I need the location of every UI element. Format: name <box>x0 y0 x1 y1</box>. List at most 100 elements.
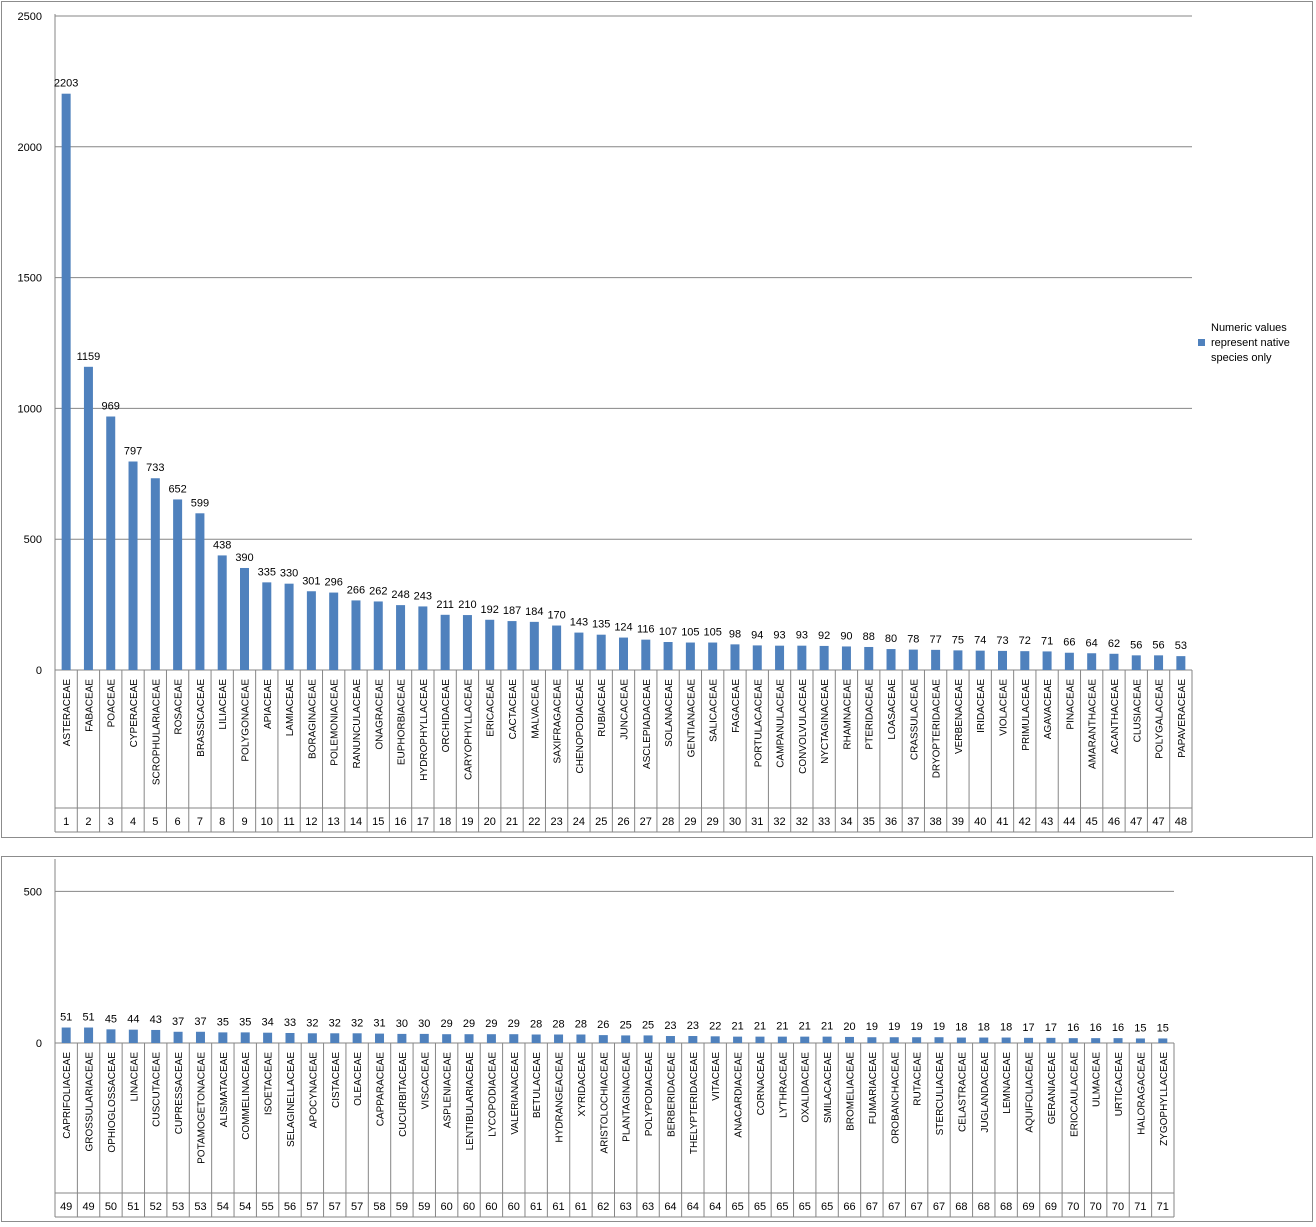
data-label: 21 <box>776 1021 788 1033</box>
rank-label: 68 <box>978 1201 990 1213</box>
rank-label: 60 <box>485 1201 497 1213</box>
category-label: CONVOLVULACEAE <box>798 679 809 774</box>
bar <box>797 645 807 670</box>
rank-label: 60 <box>508 1201 520 1213</box>
rank-label: 63 <box>620 1201 632 1213</box>
data-label: 25 <box>642 1019 654 1031</box>
data-label: 262 <box>369 585 387 597</box>
category-label: EUPHORBIACEAE <box>397 679 408 765</box>
data-label: 248 <box>391 589 409 601</box>
bar <box>173 1031 183 1043</box>
rank-label: 28 <box>662 816 674 828</box>
rank-label: 69 <box>1045 1201 1057 1213</box>
bar <box>908 649 918 670</box>
rank-label: 63 <box>642 1201 654 1213</box>
category-label: PORTULACACEAE <box>753 679 764 768</box>
rank-label: 67 <box>866 1201 878 1213</box>
data-label: 19 <box>866 1021 878 1033</box>
rank-label: 16 <box>394 816 406 828</box>
category-label: PTERIDACEAE <box>865 679 876 750</box>
category-label: BORAGINACEAE <box>307 679 318 759</box>
rank-label: 5 <box>152 816 158 828</box>
data-label: 32 <box>351 1017 363 1029</box>
data-label: 37 <box>172 1016 184 1028</box>
rank-label: 52 <box>150 1201 162 1213</box>
data-label: 77 <box>929 634 941 646</box>
category-label: ORCHIDACEAE <box>441 679 452 753</box>
rank-label: 29 <box>707 816 719 828</box>
bar <box>1042 651 1052 670</box>
category-label: CUSCUTACEAE <box>152 1052 163 1127</box>
rank-label: 58 <box>373 1201 385 1213</box>
category-label: BROMELIACEAE <box>845 1052 856 1131</box>
bar <box>819 645 829 670</box>
data-label: 98 <box>729 628 741 640</box>
bar <box>151 1029 161 1043</box>
bar <box>396 605 406 670</box>
category-label: POTAMOGETONACEAE <box>196 1052 207 1164</box>
data-label: 599 <box>191 497 209 509</box>
category-label: AMARANTHACEAE <box>1088 679 1099 769</box>
category-label: ONAGRACEAE <box>374 679 385 750</box>
bar <box>352 1033 362 1043</box>
data-label: 187 <box>503 605 521 617</box>
data-label: 93 <box>796 630 808 642</box>
bar <box>61 1027 71 1043</box>
rank-label: 69 <box>1022 1201 1034 1213</box>
bar <box>240 567 249 670</box>
data-label: 21 <box>821 1021 833 1033</box>
category-label: VITACEAE <box>711 1052 722 1101</box>
category-label: XYRIDACEAE <box>577 1052 588 1117</box>
data-label: 301 <box>302 575 320 587</box>
rank-label: 27 <box>640 816 652 828</box>
data-label: 88 <box>863 631 875 643</box>
data-label: 192 <box>481 604 499 616</box>
category-label: LINACEAE <box>129 1052 140 1102</box>
bar <box>733 1036 743 1043</box>
bar <box>998 650 1007 670</box>
data-label: 16 <box>1067 1022 1079 1034</box>
category-label: ULMACEAE <box>1092 1052 1103 1107</box>
bar <box>979 1037 989 1043</box>
data-label: 18 <box>1000 1022 1012 1034</box>
category-label: HALORAGACEAE <box>1136 1052 1147 1135</box>
legend-swatch <box>1198 339 1205 346</box>
data-label: 105 <box>681 627 699 639</box>
data-label: 19 <box>933 1021 945 1033</box>
bar <box>531 1034 541 1043</box>
bar <box>83 366 93 670</box>
category-label: STERCULIACEAE <box>935 1052 946 1136</box>
bar <box>931 649 941 670</box>
rank-label: 26 <box>617 816 629 828</box>
rank-label: 51 <box>127 1201 139 1213</box>
category-label: OROBANCHACEAE <box>890 1052 901 1144</box>
data-label: 969 <box>102 401 120 413</box>
category-label: CLUSIACEAE <box>1132 679 1143 743</box>
bar <box>643 1035 653 1043</box>
rank-label: 65 <box>776 1201 788 1213</box>
data-label: 32 <box>306 1017 318 1029</box>
category-label: BETULACEAE <box>532 1052 543 1118</box>
data-label: 733 <box>146 462 164 474</box>
data-label: 45 <box>105 1013 117 1025</box>
category-label: NYCTAGINACEAE <box>820 679 831 764</box>
rank-label: 47 <box>1152 816 1164 828</box>
rank-label: 31 <box>751 816 763 828</box>
rank-label: 3 <box>108 816 114 828</box>
category-label: ISOETACEAE <box>264 1052 275 1115</box>
rank-label: 21 <box>506 816 518 828</box>
data-label: 56 <box>1130 639 1142 651</box>
bar <box>663 642 673 670</box>
bar <box>418 606 428 670</box>
bar <box>1046 1037 1056 1043</box>
rank-label: 10 <box>261 816 273 828</box>
legend-label: Numeric values represent native species … <box>1211 322 1290 364</box>
category-label: SAXIFRAGACEAE <box>553 679 564 764</box>
category-label: ASPLENIACEAE <box>443 1052 454 1128</box>
data-label: 26 <box>597 1019 609 1031</box>
rank-label: 38 <box>929 816 941 828</box>
data-label: 29 <box>485 1018 497 1030</box>
rank-label: 35 <box>863 816 875 828</box>
bar <box>886 649 896 670</box>
category-label: POLYPODIACEAE <box>644 1052 655 1137</box>
